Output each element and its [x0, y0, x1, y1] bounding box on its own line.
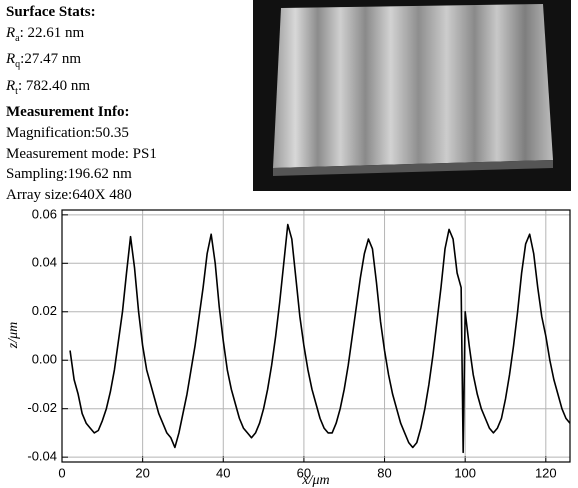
y-axis-label: z/μm — [6, 322, 21, 349]
stat: Rt: 782.40 nm — [6, 76, 157, 103]
y-tick-label: 0.02 — [32, 303, 57, 318]
x-tick-label: 100 — [454, 465, 476, 480]
x-tick-label: 60 — [297, 465, 311, 480]
y-tick-label: -0.02 — [27, 400, 57, 415]
stat: Rq:27.47 nm — [6, 49, 157, 76]
y-tick-label: 0.04 — [32, 255, 57, 270]
plot-frame — [62, 210, 570, 462]
page: {"info": { "stats_title": "Surface Stats… — [0, 0, 578, 488]
measurement-title: Measurement Info: — [6, 102, 157, 123]
y-tick-label: -0.04 — [27, 449, 57, 464]
stat-symbol: R — [6, 51, 15, 67]
x-tick-label: 40 — [216, 465, 230, 480]
x-tick-label: 0 — [58, 465, 65, 480]
stat-text: : 782.40 nm — [18, 78, 90, 94]
info-panel: Surface Stats: Ra: 22.61 nm Rq:27.47 nm … — [6, 2, 157, 205]
data-line — [70, 225, 570, 453]
surface — [273, 4, 553, 168]
x-tick-label: 80 — [377, 465, 391, 480]
surface-image — [253, 0, 571, 191]
stat: Ra: 22.61 nm — [6, 23, 157, 50]
stat-symbol: R — [6, 25, 15, 41]
stat-symbol: R — [6, 78, 15, 94]
x-tick-label: 20 — [135, 465, 149, 480]
x-tick-label: 120 — [535, 465, 557, 480]
y-tick-label: 0.00 — [32, 352, 57, 367]
stat-text: : 22.61 nm — [20, 25, 85, 41]
measurement: Measurement mode: PS1 — [6, 144, 157, 165]
y-tick-label: 0.06 — [32, 206, 57, 221]
stat-text: :27.47 nm — [20, 51, 81, 67]
stats-title: Surface Stats: — [6, 2, 157, 23]
measurement: Magnification:50.35 — [6, 123, 157, 144]
measurement: Sampling:196.62 nm — [6, 164, 157, 185]
